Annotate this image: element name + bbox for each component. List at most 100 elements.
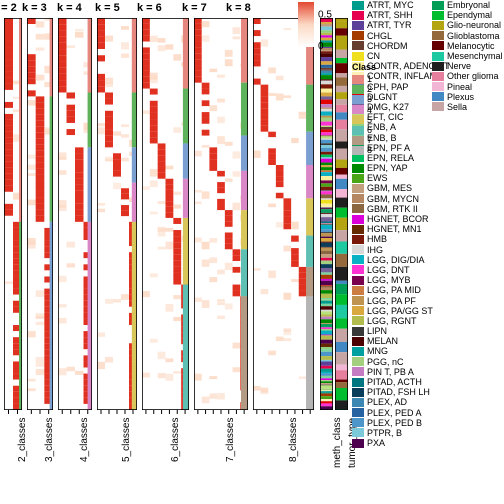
legend-swatch [352,265,364,274]
legend-label: GBM, MYCN [367,194,419,204]
legend-swatch [352,276,364,285]
legend-label: LGG, MYB [367,275,411,285]
meth-class-legend-item: EPN, YAP [352,163,450,173]
legend-swatch [432,82,444,91]
legend-label: PITAD, FSH LH [367,387,430,397]
class-legend: Class12345678 [352,62,376,156]
meth-class-legend-item: PLEX, PED B [352,418,450,428]
legend-label: MNG [367,346,388,356]
legend-label: IHG [367,245,383,255]
class-legend-item: 2 [352,84,376,94]
legend-label: LGG, DNT [367,265,410,275]
legend-label: ATRT, SHH [367,10,413,20]
x-axis-label-k7: 7_classes [225,418,236,462]
class-legend-item: 8 [352,145,376,155]
legend-swatch [352,306,364,315]
meth-class-legend-item: MNG [352,346,450,356]
heatmap-k8 [253,18,314,410]
legend-label: LGG, PA/GG ST [367,306,433,316]
class-legend-item: 1 [352,74,376,84]
meth-class-legend-item: LGG, PA/GG ST [352,306,450,316]
legend-label: Sella [447,102,467,112]
meth-class-legend-item: GBM, MYCN [352,194,450,204]
legend-label: MELAN [367,336,398,346]
legend-swatch [352,105,364,114]
tumor-type-legend-item: Ependymal [432,10,503,20]
tumor-type-legend-item: Plexus [432,92,503,102]
legend-swatch [352,146,364,155]
meth-class-legend-item: HGNET, MN1 [352,224,450,234]
legend-label: PITAD, ACTH [367,377,422,387]
legend-label: PTPR, B [367,428,402,438]
meth-class-legend-item: MELAN [352,336,450,346]
legend-label: CHGL [367,31,392,41]
k-label-3: k = 3 [22,2,47,14]
legend-label: 7 [367,135,372,145]
x-axis-label-k3: 3_classes [44,418,55,462]
svg-text:0.5: 0.5 [318,9,332,20]
legend-label: Nerve [447,61,471,71]
meth-class-legend-item: PITAD, FSH LH [352,387,450,397]
legend-label: PLEX, PED B [367,418,422,428]
legend-swatch [352,255,364,264]
legend-swatch [432,72,444,81]
meth-class-legend-item: LGG, DNT [352,265,450,275]
anno-meth_class [320,18,333,410]
tumor-type-legend-item: Nerve [432,61,503,71]
heatmap-k4 [58,18,92,410]
class-legend-item: 4 [352,105,376,115]
class-legend-item: 7 [352,135,376,145]
k-label-4: k = 4 [57,2,82,14]
meth-class-legend-item: PTPR, B [352,428,450,438]
x-axis-label-k6: 6_classes [170,418,181,462]
legend-swatch [352,408,364,417]
legend-swatch [352,337,364,346]
legend-label: ATRT, TYR [367,20,412,30]
heatmap-k2 [4,18,22,410]
legend-label: LGG, RGNT [367,316,417,326]
legend-swatch [352,245,364,254]
legend-swatch [352,347,364,356]
meth-class-legend-item: LGG, RGNT [352,316,450,326]
x-axis-label-k5: 5_classes [121,418,132,462]
legend-label: Pineal [447,82,472,92]
heatmap-k6 [142,18,189,410]
meth-class-legend-item: HGNET, BCOR [352,214,450,224]
anno-label-meth_class: meth_class [332,417,343,468]
tumor-type-legend-item: Other glioma [432,71,503,81]
legend-label: Other glioma [447,71,499,81]
tumor-type-legend-item: Glioblastoma [432,31,503,41]
legend-label: PLEX, AD [367,397,407,407]
x-axis-label-k8: 8_classes [288,418,299,462]
legend-swatch [352,378,364,387]
legend-label: 6 [367,125,372,135]
legend-label: HGNET, MN1 [367,224,422,234]
legend-swatch [352,41,364,50]
legend-swatch [352,327,364,336]
legend-swatch [352,194,364,203]
meth-class-legend-item: LGG, PA PF [352,295,450,305]
legend-swatch [432,92,444,101]
tumor-type-legend-item: Pineal [432,82,503,92]
legend-swatch [352,136,364,145]
anno-tumor_type [335,18,348,410]
class-legend-item: 5 [352,115,376,125]
heatmap-k7 [194,18,248,410]
legend-label: EWS [367,173,388,183]
legend-label: PXA [367,438,385,448]
class-legend-title: Class [352,62,376,72]
class-legend-item: 6 [352,125,376,135]
legend-label: 8 [367,145,372,155]
meth-class-legend-item: LGG, PA MID [352,285,450,295]
legend-label: Melanocytic [447,41,495,51]
legend-swatch [352,21,364,30]
legend-label: Ependymal [447,10,492,20]
legend-label: LIPN [367,326,387,336]
legend-label: GBM, RTK II [367,204,418,214]
svg-text:0: 0 [318,41,324,49]
legend-label: HMB [367,234,387,244]
legend-swatch [352,75,364,84]
k-label-7: k = 7 [182,2,207,14]
legend-swatch [432,102,444,111]
legend-swatch [352,11,364,20]
